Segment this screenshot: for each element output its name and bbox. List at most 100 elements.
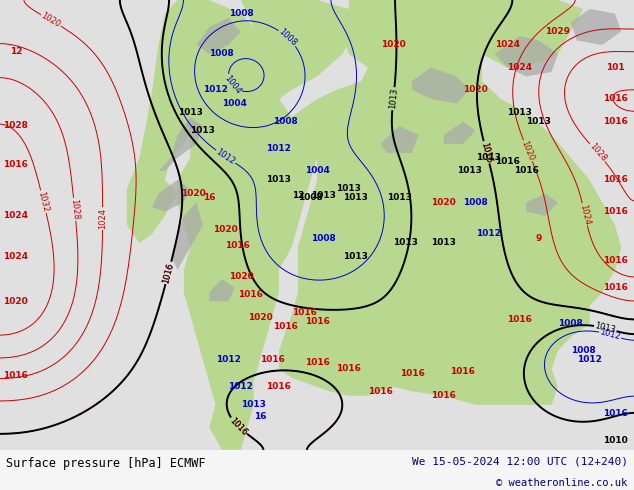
Polygon shape bbox=[158, 117, 203, 171]
Text: 1013: 1013 bbox=[507, 108, 533, 117]
Text: 1016: 1016 bbox=[479, 141, 493, 164]
Text: 1020: 1020 bbox=[228, 272, 254, 281]
Text: 1016: 1016 bbox=[304, 317, 330, 326]
Text: 1012: 1012 bbox=[266, 144, 292, 153]
Text: 1016: 1016 bbox=[228, 416, 249, 437]
Text: 1012: 1012 bbox=[216, 355, 241, 365]
Text: 1016: 1016 bbox=[602, 175, 628, 184]
Text: 1004: 1004 bbox=[304, 167, 330, 175]
Text: 1012: 1012 bbox=[214, 147, 237, 166]
Text: 1020: 1020 bbox=[431, 198, 456, 207]
Polygon shape bbox=[152, 180, 190, 211]
Text: 1020: 1020 bbox=[463, 85, 488, 95]
Text: 1016: 1016 bbox=[431, 392, 456, 400]
Text: 1020: 1020 bbox=[3, 297, 29, 306]
Text: 1013: 1013 bbox=[342, 194, 368, 202]
Text: 1024: 1024 bbox=[495, 41, 520, 49]
Text: 1004: 1004 bbox=[222, 99, 247, 108]
Text: 16: 16 bbox=[254, 412, 266, 420]
Text: 1028: 1028 bbox=[587, 142, 608, 164]
Text: 1008: 1008 bbox=[311, 234, 336, 243]
Text: 1008: 1008 bbox=[571, 346, 596, 355]
Text: 1016: 1016 bbox=[450, 367, 476, 376]
Text: 1013: 1013 bbox=[190, 126, 216, 135]
Text: 1013: 1013 bbox=[311, 191, 336, 200]
Text: 1008: 1008 bbox=[273, 117, 298, 126]
Text: 1016: 1016 bbox=[273, 321, 298, 331]
Text: 1016: 1016 bbox=[162, 262, 176, 284]
Text: 1024: 1024 bbox=[507, 63, 533, 72]
Text: 1012: 1012 bbox=[476, 229, 501, 239]
Text: 1012: 1012 bbox=[599, 328, 621, 342]
Text: 1020: 1020 bbox=[520, 140, 536, 162]
Text: 1024: 1024 bbox=[98, 208, 107, 229]
Text: 12: 12 bbox=[10, 47, 22, 56]
Text: 1016: 1016 bbox=[238, 290, 263, 299]
Text: 1010: 1010 bbox=[602, 436, 628, 445]
Text: Surface pressure [hPa] ECMWF: Surface pressure [hPa] ECMWF bbox=[6, 457, 206, 470]
Text: 1020: 1020 bbox=[39, 11, 62, 29]
Text: 1020: 1020 bbox=[380, 41, 406, 49]
Text: 1020: 1020 bbox=[247, 313, 273, 321]
Text: 101: 101 bbox=[605, 63, 624, 72]
Text: 1013: 1013 bbox=[393, 239, 418, 247]
Text: 1016: 1016 bbox=[228, 416, 249, 437]
Text: 1016: 1016 bbox=[495, 157, 520, 167]
Text: 1016: 1016 bbox=[260, 355, 285, 365]
Text: 1008: 1008 bbox=[463, 198, 488, 207]
Text: 1013: 1013 bbox=[388, 88, 399, 110]
Text: 1016: 1016 bbox=[399, 369, 425, 378]
Text: © weatheronline.co.uk: © weatheronline.co.uk bbox=[496, 478, 628, 488]
Text: 16: 16 bbox=[203, 194, 216, 202]
Text: 1029: 1029 bbox=[545, 27, 571, 36]
Text: 12: 12 bbox=[292, 191, 304, 200]
Text: 9: 9 bbox=[536, 234, 542, 243]
Text: 1024: 1024 bbox=[578, 203, 592, 225]
Text: 1012: 1012 bbox=[203, 85, 228, 95]
Text: 1016: 1016 bbox=[479, 141, 493, 164]
Text: 1008: 1008 bbox=[277, 27, 299, 48]
Text: 1012: 1012 bbox=[228, 382, 254, 392]
Text: 1013: 1013 bbox=[431, 239, 456, 247]
Text: 1013: 1013 bbox=[476, 153, 501, 162]
Text: 1016: 1016 bbox=[602, 207, 628, 216]
Text: 1016: 1016 bbox=[602, 117, 628, 126]
Text: 1016: 1016 bbox=[368, 387, 393, 396]
Text: 1013: 1013 bbox=[178, 108, 203, 117]
Text: 1008: 1008 bbox=[209, 49, 235, 58]
Text: 1016: 1016 bbox=[162, 262, 176, 284]
Polygon shape bbox=[209, 279, 235, 301]
Text: 1008: 1008 bbox=[228, 9, 254, 18]
Text: 1013: 1013 bbox=[456, 167, 482, 175]
Polygon shape bbox=[495, 36, 558, 76]
Text: 1016: 1016 bbox=[602, 95, 628, 103]
Polygon shape bbox=[197, 18, 241, 54]
Polygon shape bbox=[178, 0, 361, 450]
Polygon shape bbox=[444, 122, 476, 144]
Polygon shape bbox=[171, 202, 203, 270]
Text: 1016: 1016 bbox=[3, 371, 29, 380]
Text: 1016: 1016 bbox=[602, 283, 628, 293]
Text: 1016: 1016 bbox=[292, 308, 317, 317]
Text: 1016: 1016 bbox=[602, 409, 628, 418]
Text: 1028: 1028 bbox=[69, 198, 80, 220]
Text: 1028: 1028 bbox=[3, 122, 29, 130]
Text: 1016: 1016 bbox=[225, 241, 250, 249]
Text: 1013: 1013 bbox=[266, 175, 292, 184]
Text: 1013: 1013 bbox=[387, 194, 412, 202]
Text: 1013: 1013 bbox=[336, 184, 361, 194]
Text: 1020: 1020 bbox=[212, 225, 238, 234]
Text: 1013: 1013 bbox=[241, 400, 266, 409]
Polygon shape bbox=[279, 0, 621, 405]
Text: 1016: 1016 bbox=[304, 358, 330, 367]
Text: 1024: 1024 bbox=[3, 211, 29, 220]
Text: 1008: 1008 bbox=[558, 319, 583, 328]
Text: 1013: 1013 bbox=[594, 321, 617, 335]
Text: 1020: 1020 bbox=[181, 189, 206, 198]
Text: We 15-05-2024 12:00 UTC (12+240): We 15-05-2024 12:00 UTC (12+240) bbox=[411, 456, 628, 466]
Polygon shape bbox=[526, 194, 558, 216]
Text: 1016: 1016 bbox=[507, 315, 533, 324]
Text: 1013: 1013 bbox=[342, 252, 368, 261]
Text: 1004: 1004 bbox=[223, 74, 242, 96]
Text: 1032: 1032 bbox=[37, 190, 50, 213]
